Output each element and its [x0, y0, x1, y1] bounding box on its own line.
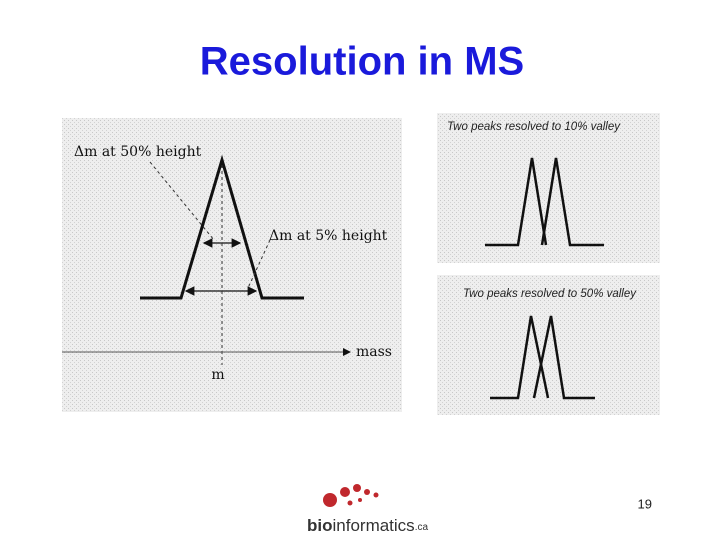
peak	[485, 157, 548, 247]
caption: Two peaks resolved to 50% valley	[463, 288, 637, 300]
center-label: m	[211, 367, 224, 383]
axis-label: mass	[356, 344, 392, 360]
resolution-diagram: Δm at 50% height Δm at 5% height mass m	[62, 118, 402, 412]
logo: bioinformatics.ca	[307, 484, 428, 535]
caption: Two peaks resolved to 10% valley	[447, 121, 621, 133]
leader-line	[247, 239, 271, 289]
panel	[437, 113, 660, 263]
label-5: Δm at 5% height	[269, 228, 388, 244]
panel	[437, 275, 660, 415]
page-number: 19	[638, 496, 652, 511]
peak	[540, 157, 604, 247]
valley-10-diagram: Two peaks resolved to 10% valley	[437, 113, 660, 263]
logo-text: bioinformatics.ca	[307, 516, 428, 535]
peak	[490, 315, 550, 400]
logo-suffix: .ca	[415, 522, 429, 533]
slide-title: Resolution in MS	[200, 40, 524, 84]
logo-informatics: informatics	[333, 516, 415, 535]
peak	[532, 315, 595, 400]
logo-bio: bio	[307, 516, 333, 535]
valley-50-diagram: Two peaks resolved to 50% valley	[437, 275, 660, 415]
leader-line	[149, 161, 215, 241]
label-50: Δm at 50% height	[74, 144, 202, 160]
panel	[62, 118, 402, 412]
peak	[140, 154, 304, 300]
